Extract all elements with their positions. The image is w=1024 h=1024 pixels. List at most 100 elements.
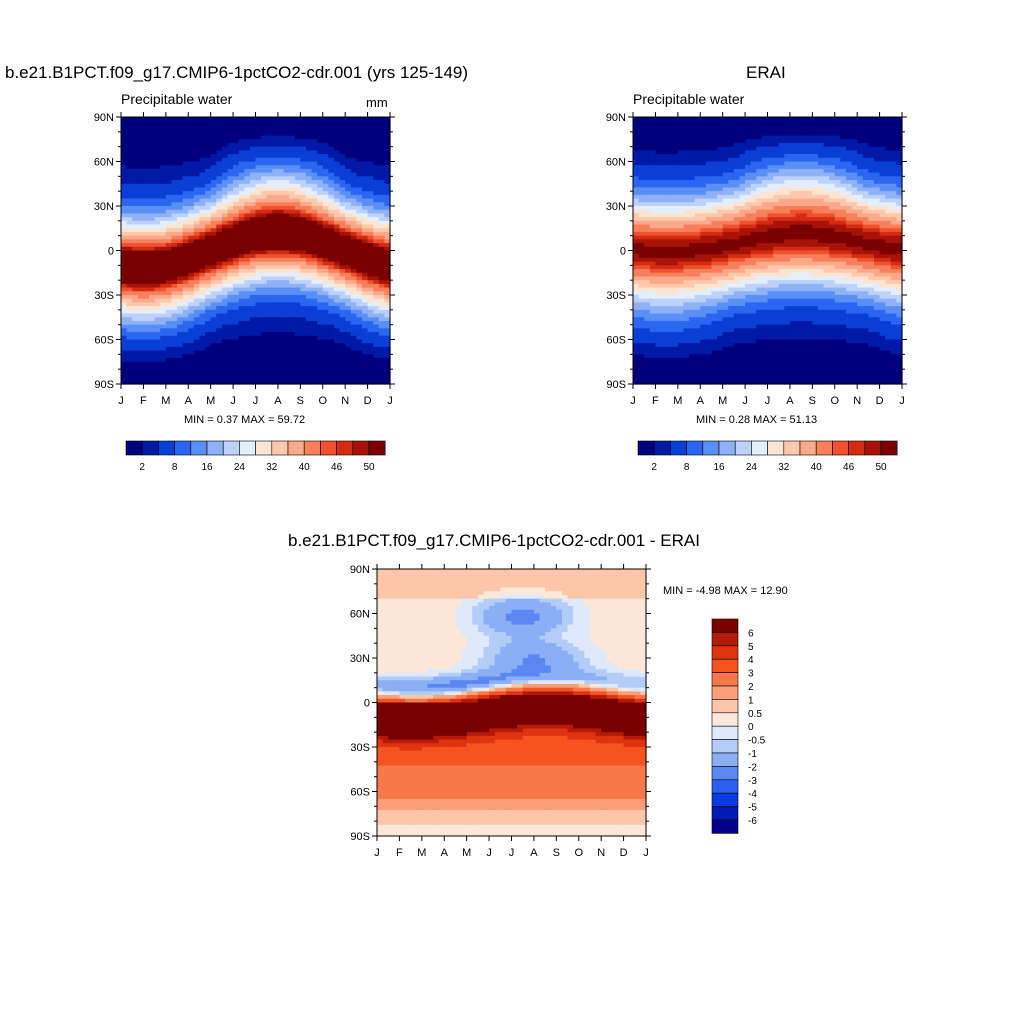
panel1-cell: [227, 172, 234, 177]
panel1-cell: [227, 209, 234, 215]
panel1-cell: [378, 202, 385, 207]
panel1-cell: [177, 250, 184, 255]
panel1-cell: [188, 124, 195, 129]
panel2-cell: [694, 168, 701, 174]
panel1-cell: [205, 261, 212, 266]
panel2-cell: [851, 220, 858, 226]
panel2-cell: [789, 135, 797, 140]
panel2-cell: [801, 146, 808, 151]
panel1-cell: [277, 309, 285, 315]
panel1-cell: [283, 139, 290, 144]
panel1-cell: [261, 280, 268, 285]
panel1-cell: [384, 254, 391, 259]
panel1-cell: [350, 209, 357, 215]
panel1-cell: [227, 180, 234, 185]
panel1-cell: [339, 191, 346, 196]
panel1-cell: [305, 194, 313, 200]
panel1-cell: [177, 295, 184, 300]
panel2-cell: [823, 131, 830, 137]
panel1-cell: [311, 317, 318, 322]
panel1-cell: [149, 154, 156, 159]
panel1-cell: [182, 302, 189, 307]
panel2-cell: [834, 180, 841, 185]
panel1-cell: [333, 346, 341, 352]
panel1-cell: [261, 198, 268, 203]
panel1-cell: [121, 183, 128, 189]
panel1-cell: [367, 142, 374, 148]
panel1-cell: [384, 142, 391, 148]
panel1-cell: [266, 306, 273, 311]
panel1-cell: [272, 272, 279, 278]
panel2-cell: [689, 176, 696, 181]
panel2-cell: [784, 202, 791, 207]
panel1-cell: [350, 128, 357, 133]
panel1-cell: [311, 254, 318, 259]
panel1-cell: [249, 224, 257, 229]
panel2-cell: [655, 168, 662, 174]
panel1-cell: [205, 283, 212, 289]
panel1-cell: [384, 139, 391, 144]
panel1-cell: [289, 168, 296, 174]
panel1-cell: [283, 320, 290, 326]
panel2-cell: [868, 191, 875, 196]
panel1-cell: [137, 254, 145, 259]
panel1-cell: [188, 313, 195, 318]
panel1-cell: [322, 280, 329, 285]
panel1-cell: [305, 161, 313, 166]
panel1-cell: [328, 309, 335, 315]
panel1-cell: [177, 128, 184, 133]
panel1-cell: [289, 172, 296, 177]
panel1-cell: [294, 320, 301, 326]
panel2-cell: [683, 161, 690, 166]
panel1-cell: [322, 250, 329, 255]
panel1-cell: [322, 235, 329, 240]
y-tick-label: 90N: [94, 112, 114, 124]
panel1-cell: [238, 183, 245, 189]
panel1-cell: [143, 172, 150, 177]
panel1-cell: [171, 298, 178, 304]
panel2-cell: [862, 128, 869, 133]
panel2-cell: [767, 154, 774, 159]
panel2-cell: [739, 161, 746, 166]
panel1-cell: [165, 339, 173, 344]
panel1-cell: [227, 183, 234, 189]
panel1-cell: [160, 117, 167, 122]
panel1-cell: [149, 172, 156, 177]
panel2-cell: [761, 202, 769, 207]
panel1-cell: [193, 172, 201, 177]
panel1-cell: [121, 350, 128, 355]
panel1-cell: [266, 298, 273, 304]
panel1-cell: [171, 280, 178, 285]
panel1-cell: [193, 369, 201, 374]
panel1-cell: [165, 213, 173, 218]
panel1-cell: [350, 154, 357, 159]
panel1-cell: [182, 254, 189, 259]
panel2-cell: [661, 191, 668, 196]
panel1-cell: [221, 180, 229, 185]
panel2-cell: [694, 157, 701, 163]
panel1-cell: [244, 250, 251, 255]
panel1-cell: [249, 220, 257, 226]
panel1-cell: [154, 309, 161, 315]
panel1-plot-area: [121, 117, 391, 385]
panel1-cell: [305, 157, 313, 163]
panel1-cell: [121, 365, 128, 370]
panel2-cell: [672, 206, 679, 211]
panel1-cell: [378, 276, 385, 281]
panel2-cell: [633, 146, 640, 151]
panel1-cell: [188, 376, 195, 381]
panel2-cell: [661, 135, 668, 140]
panel1-cell: [378, 339, 385, 344]
panel2-cell: [750, 161, 757, 166]
panel1-cell: [345, 257, 352, 263]
panel1-cell: [311, 298, 318, 304]
panel1-cell: [367, 309, 374, 315]
panel2-cell: [728, 124, 735, 129]
panel1-cell: [339, 202, 346, 207]
panel1-cell: [132, 120, 139, 126]
panel1-cell: [137, 306, 145, 311]
panel2-cell: [661, 146, 668, 151]
panel1-cell: [221, 346, 229, 352]
panel1-cell: [210, 246, 217, 252]
panel1-cell: [143, 176, 150, 181]
